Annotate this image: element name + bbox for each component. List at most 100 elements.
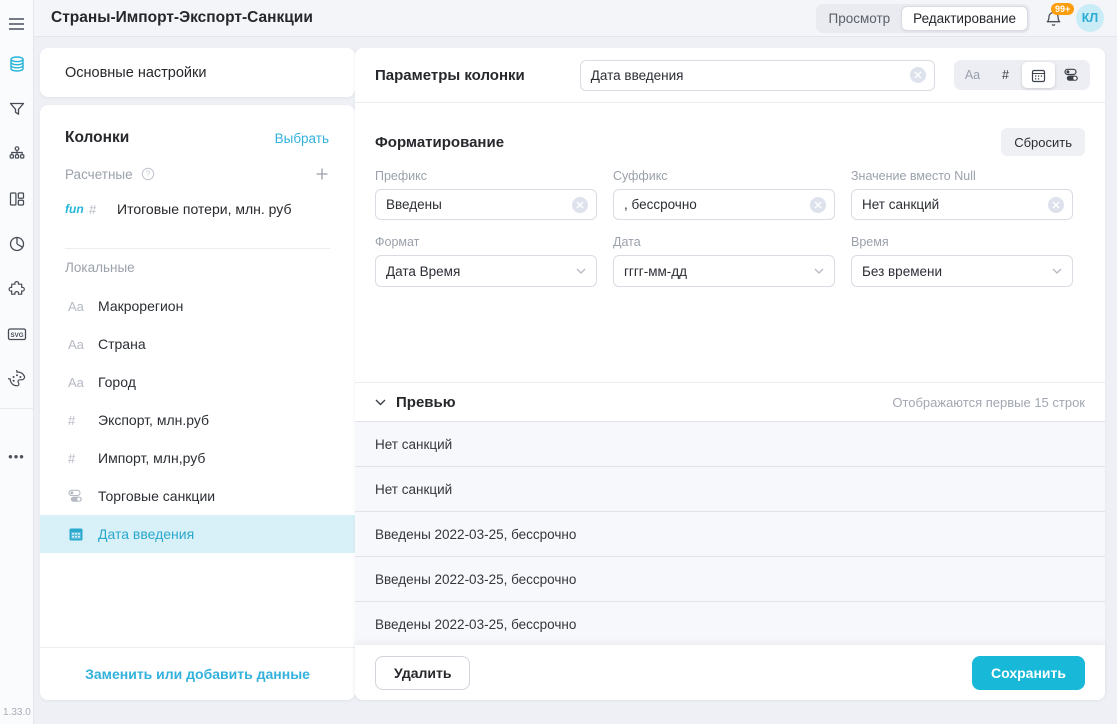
columns-title: Колонки (65, 129, 130, 146)
reset-button[interactable]: Сбросить (1001, 128, 1085, 156)
suffix-label: Суффикс (613, 169, 668, 183)
rail-item-filters[interactable] (8, 100, 26, 118)
columns-card: Колонки Выбрать Расчетные ? fun # Итогов… (40, 105, 355, 700)
save-button[interactable]: Сохранить (972, 655, 1085, 690)
left-icon-rail: SVG ••• 1.33.0 (0, 0, 34, 724)
rail-item-layout[interactable] (8, 190, 26, 208)
list-item-export[interactable]: # Экспорт, млн.руб (40, 401, 355, 439)
preview-rows[interactable]: Нет санкций Нет санкций Введены 2022-03-… (355, 421, 1105, 645)
preview-note: Отображаются первые 15 строк (892, 394, 1085, 410)
list-item-trade-sanctions[interactable]: Торговые санкции (40, 477, 355, 515)
list-item-date-introduced[interactable]: Дата введения (40, 515, 355, 553)
page-title: Страны-Импорт-Экспорт-Санкции (51, 9, 313, 26)
list-item-country[interactable]: Aa Страна (40, 325, 355, 363)
column-label: Дата введения (98, 526, 195, 542)
column-name-input[interactable]: Дата введения (579, 59, 935, 91)
notifications-count-badge: 99+ (1051, 3, 1075, 15)
pie-chart-icon (9, 236, 24, 252)
format-select[interactable]: Дата Время (375, 255, 597, 287)
funnel-icon (9, 102, 24, 115)
calendar-type-icon (68, 526, 88, 542)
rail-item-charts[interactable] (8, 235, 26, 253)
type-boolean-button[interactable] (1055, 62, 1088, 88)
prefix-field: Префикс Введены (375, 169, 597, 220)
type-number-button[interactable]: # (1002, 68, 1009, 82)
formatting-title: Форматирование (375, 133, 505, 151)
rail-divider (0, 408, 33, 409)
column-settings-panel: Параметры колонки Дата введения Aa # (355, 48, 1105, 700)
table-row: Нет санкций (355, 467, 1105, 512)
time-format-field: Время Без времени (851, 235, 1073, 287)
rail-item-svg-export[interactable]: SVG (7, 325, 27, 343)
type-date-button[interactable] (1022, 62, 1055, 88)
divider (65, 248, 330, 249)
table-row: Введены 2022-03-25, бессрочно (355, 602, 1105, 645)
prefix-label: Префикс (375, 169, 428, 183)
date-format-select[interactable]: гггг-мм-дд (613, 255, 835, 287)
bell-icon (1046, 11, 1060, 26)
delete-button[interactable]: Удалить (375, 655, 471, 690)
number-type-icon: # (68, 450, 76, 466)
number-type-icon: # (89, 201, 97, 217)
svg-text:?: ? (145, 170, 150, 179)
column-params-label: Параметры колонки (375, 66, 525, 84)
column-params-row: Параметры колонки Дата введения Aa # (355, 48, 1105, 103)
layout-icon (9, 192, 24, 206)
hamburger-menu-button[interactable] (8, 10, 25, 37)
top-bar: Страны-Импорт-Экспорт-Санкции Просмотр Р… (34, 0, 1117, 37)
type-string-button[interactable]: Aa (964, 68, 981, 82)
column-label: Итоговые потери, млн. руб (117, 201, 292, 217)
notifications-button[interactable]: 99+ (1042, 3, 1075, 29)
calculated-group-label: Расчетные (65, 166, 133, 182)
clear-icon[interactable] (1048, 196, 1064, 213)
rail-item-palette[interactable] (7, 370, 26, 388)
clear-icon[interactable] (810, 196, 826, 213)
app-version: 1.33.0 (3, 707, 31, 718)
list-item-macroregion[interactable]: Aa Макрорегион (40, 287, 355, 325)
list-item-import[interactable]: # Импорт, млн,руб (40, 439, 355, 477)
null-value-input[interactable]: Нет санкций (851, 189, 1073, 220)
function-icon: fun (65, 202, 84, 216)
rail-item-plugins[interactable] (8, 280, 26, 298)
rail-item-more[interactable]: ••• (8, 449, 25, 464)
column-label: Экспорт, млн.руб (98, 412, 210, 428)
table-row: Введены 2022-03-25, бессрочно (355, 512, 1105, 557)
mode-view-button[interactable]: Просмотр (828, 10, 891, 26)
rail-item-datasets[interactable] (8, 55, 26, 73)
local-group-label: Локальные (65, 260, 135, 275)
avatar[interactable]: КЛ (1076, 4, 1104, 32)
column-label: Импорт, млн,руб (98, 450, 206, 466)
column-label: Торговые санкции (98, 488, 216, 504)
clear-icon[interactable] (572, 196, 588, 213)
add-calculated-column-button[interactable] (315, 167, 329, 181)
format-label: Формат (375, 235, 420, 249)
calendar-icon (1031, 69, 1046, 82)
suffix-input[interactable]: , бессрочно (613, 189, 835, 220)
plus-icon (316, 168, 328, 180)
collapse-preview-button[interactable] (375, 399, 386, 406)
text-type-icon: Aa (68, 298, 84, 314)
general-settings-label: Основные настройки (65, 64, 207, 81)
clear-icon[interactable] (909, 67, 926, 83)
general-settings-card[interactable]: Основные настройки (40, 48, 355, 97)
column-type-switcher: Aa # (954, 60, 1090, 90)
text-type-icon: Aa (68, 336, 84, 352)
list-item-city[interactable]: Aa Город (40, 363, 355, 401)
rail-item-hierarchy[interactable] (8, 145, 26, 163)
boolean-type-icon (68, 489, 88, 503)
prefix-input[interactable]: Введены (375, 189, 597, 220)
hamburger-icon (9, 17, 24, 30)
table-row: Нет санкций (355, 422, 1105, 467)
select-columns-link[interactable]: Выбрать (274, 130, 329, 146)
list-item-calculated[interactable]: fun # Итоговые потери, млн. руб (40, 196, 355, 222)
chevron-down-icon (814, 268, 824, 274)
svg-text:SVG: SVG (10, 332, 23, 339)
mode-edit-button[interactable]: Редактирование (901, 5, 1028, 31)
replace-or-add-data-link[interactable]: Заменить или добавить данные (40, 647, 355, 700)
column-name-value: Дата введения (590, 67, 684, 83)
time-format-select[interactable]: Без времени (851, 255, 1073, 287)
hierarchy-icon (9, 146, 24, 159)
svg-badge-icon: SVG (7, 328, 26, 341)
help-icon[interactable]: ? (141, 167, 155, 181)
